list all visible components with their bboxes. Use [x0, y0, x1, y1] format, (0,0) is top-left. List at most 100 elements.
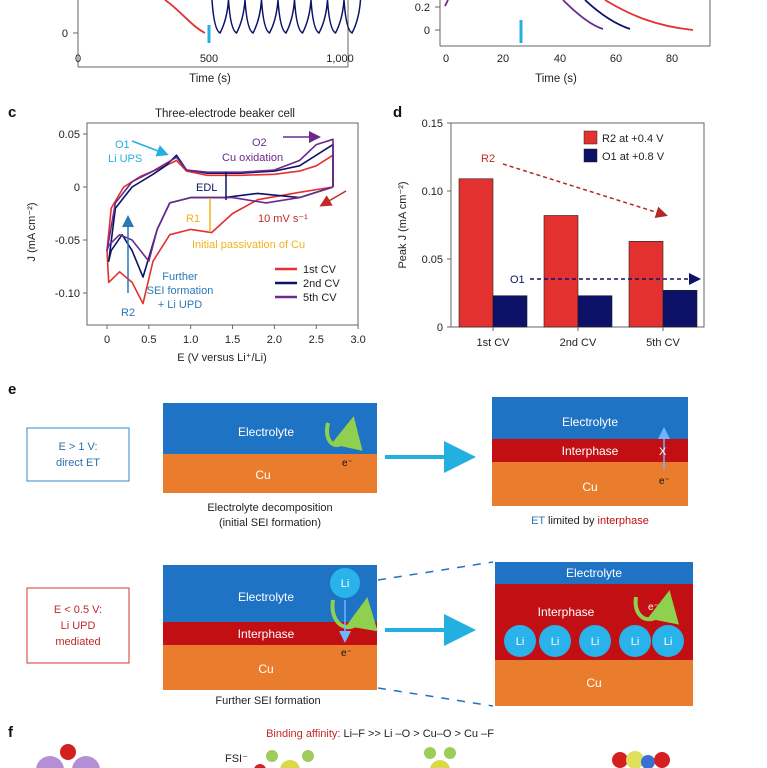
condition-text: E > 1 V: [58, 441, 97, 453]
panel-a-xtick: 1,000 [326, 53, 354, 65]
interphase-label: Interphase [562, 444, 619, 458]
panel-c: c Three-electrode beaker cell J (mA cm⁻²… [8, 104, 366, 364]
li-label: Li [631, 636, 640, 648]
bar-r2 [458, 178, 494, 328]
legend-label: O1 at +0.8 V [602, 151, 665, 163]
annotation-li-ups: Li UPS [108, 153, 142, 165]
electrolyte-layer [495, 562, 693, 584]
r2-trend-label: R2 [481, 153, 495, 165]
o1-trend-label: O1 [510, 274, 525, 286]
caption-et-limited: ET limited by interphase [531, 515, 649, 527]
bar-o1 [577, 295, 613, 328]
blocked-mark: X [659, 446, 667, 458]
legend-label: 1st CV [303, 264, 337, 276]
cu-label: Cu [586, 676, 601, 690]
annotation-r1: R1 [186, 213, 200, 225]
x-tick-label: 0.5 [141, 334, 156, 346]
scan-direction-arrow [319, 190, 347, 207]
panel-b-xtick: 80 [666, 53, 678, 65]
y-tick-label: 0.10 [422, 186, 443, 198]
fsi-label: FSI⁻ [225, 753, 248, 765]
condition-text: E < 0.5 V: [54, 604, 102, 616]
cu-layer [163, 645, 377, 690]
annotation-o1: O1 [115, 139, 130, 151]
condition-text: mediated [55, 636, 100, 648]
atom [60, 744, 76, 760]
annotation-passivation: Initial passivation of Cu [192, 239, 305, 251]
panel-a-red-curve [164, 0, 206, 34]
cv-curve-3 [106, 138, 334, 263]
li-label: Li [664, 636, 673, 648]
annotation-o2: O2 [252, 137, 267, 149]
condition-text: Li UPD [61, 620, 96, 632]
panel-a-ytick: 0 [62, 28, 68, 40]
panel-c-xlabel: E (V versus Li⁺/Li) [177, 352, 267, 364]
cv-curve-1 [106, 154, 334, 305]
panel-e-letter: e [8, 381, 16, 398]
bar-o1 [492, 295, 528, 328]
cv-curve-2 [107, 143, 334, 278]
y-tick-label: 0.05 [59, 129, 80, 141]
li-ion [539, 625, 571, 657]
r2-trend-arrow [502, 163, 668, 219]
li-ion [652, 625, 684, 657]
li-ion [619, 625, 651, 657]
panel-d: d Peak J (mA cm⁻²) 0 0.05 0.10 0.15 1st CV 2n… [393, 104, 705, 349]
panel-b-xtick: 20 [497, 53, 509, 65]
cu-label: Cu [258, 662, 273, 676]
y-tick-label: -0.10 [55, 288, 80, 300]
bar-o1 [662, 289, 698, 328]
y-tick-label: 0 [437, 322, 443, 334]
x-tick-label: 2.0 [267, 334, 282, 346]
condition-box-li-upd [26, 587, 130, 664]
atom [72, 756, 100, 768]
condition-text: direct ET [56, 457, 100, 469]
li-label: Li [516, 636, 525, 648]
o1-arrow [131, 140, 169, 157]
zoom-guide [377, 687, 494, 707]
li-label: Li [551, 636, 560, 648]
panel-b-xtick: 40 [554, 53, 566, 65]
annotation-scan-rate: 10 mV s⁻¹ [258, 213, 308, 225]
electrolyte-label: Electrolyte [238, 425, 294, 439]
panel-d-letter: d [393, 104, 402, 121]
electrolyte-label: Electrolyte [562, 415, 618, 429]
electron-label: e⁻ [659, 476, 670, 487]
legend-swatch [583, 148, 598, 163]
panel-b-xtick: 60 [610, 53, 622, 65]
y-tick-label: 0 [74, 182, 80, 194]
category-label: 1st CV [476, 337, 510, 349]
legend-label: 5th CV [303, 292, 337, 304]
panel-a-xtick: 0 [75, 53, 81, 65]
category-label: 2nd CV [560, 337, 597, 349]
panel-b-ytick: 0 [424, 25, 430, 37]
panel-c-plot-frame [86, 122, 359, 326]
panel-b-ytick: 0.2 [415, 2, 430, 14]
cu-layer [495, 660, 693, 706]
panel-a-xtick: 500 [200, 53, 218, 65]
electrolyte-label: Electrolyte [566, 566, 622, 580]
panel-f: f Binding affinity: Li–F >> Li –O > Cu–O… [8, 724, 670, 768]
caption-electrolyte-decomposition: Electrolyte decomposition [207, 502, 332, 514]
panel-a: 0 0 500 1,000 Time (s) [62, 0, 362, 85]
panel-e: e E > 1 V: direct ET Electrolyte Cu e⁻ E… [8, 381, 693, 707]
panel-b-red-curve [604, 0, 694, 31]
panel-a-xlabel: Time (s) [189, 73, 231, 85]
panel-c-title: Three-electrode beaker cell [155, 108, 295, 120]
caption-further-sei: Further SEI formation [215, 695, 320, 707]
annotation-sei-formation: SEI formation [147, 285, 214, 297]
x-tick-label: 3.0 [350, 334, 365, 346]
caption-initial-sei: (initial SEI formation) [219, 517, 321, 529]
electrolyte-label: Electrolyte [238, 590, 294, 604]
x-tick-label: 2.5 [309, 334, 324, 346]
panel-b-navy-curve [584, 0, 631, 30]
panel-d-ylabel: Peak J (mA cm⁻²) [397, 181, 409, 268]
annotation-cu-oxidation: Cu oxidation [222, 152, 283, 164]
panel-b-purple-curve [562, 0, 604, 30]
cu-label: Cu [255, 468, 270, 482]
electron-transfer-arrow [325, 416, 363, 451]
panel-c-ylabel: J (mA cm⁻²) [26, 203, 38, 262]
panel-b: 0 0.2 0 20 40 60 80 Time (s) [415, 0, 711, 85]
